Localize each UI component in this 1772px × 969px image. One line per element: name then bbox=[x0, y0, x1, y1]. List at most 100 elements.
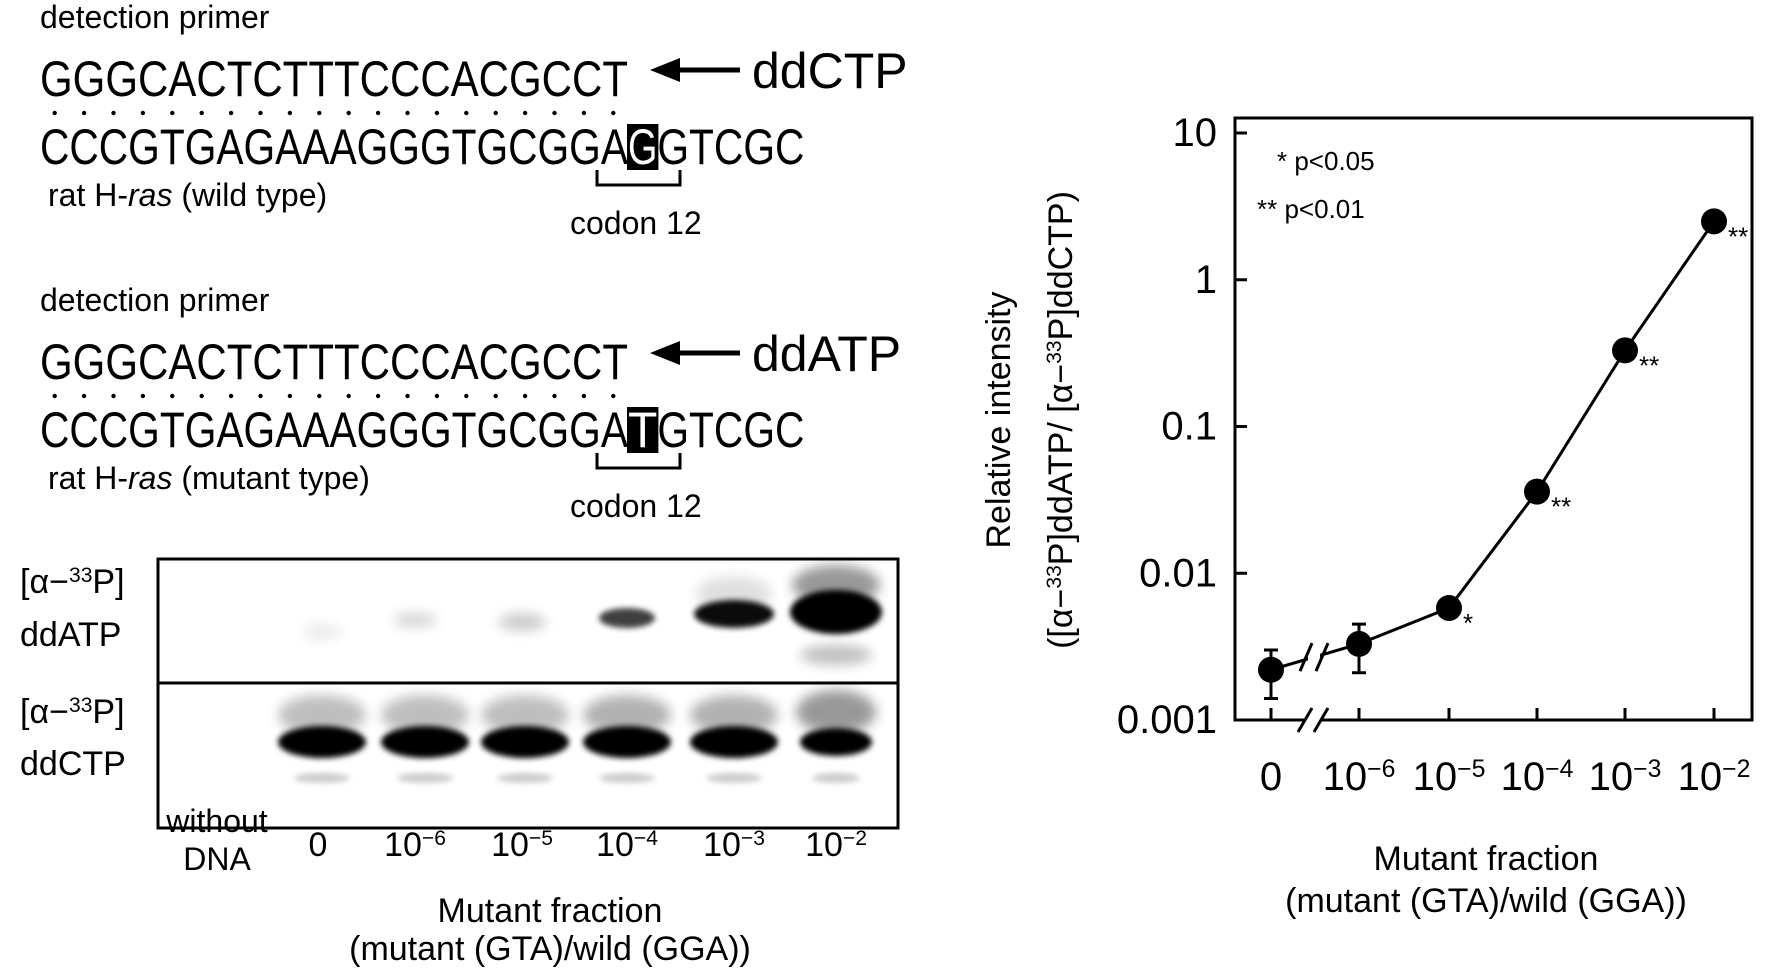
text-part: 10 bbox=[1413, 755, 1458, 799]
pairing-dot bbox=[522, 393, 528, 399]
y-tick-label: 1 bbox=[1195, 258, 1217, 302]
x-tick-label: 10−3 bbox=[1589, 755, 1662, 799]
x-tick-label: 10−4 bbox=[1501, 755, 1574, 799]
text-part: (mutant type) bbox=[172, 460, 369, 496]
x-tick-label: 0 bbox=[1260, 755, 1282, 799]
pairing-dot bbox=[258, 393, 263, 399]
annotation: * p<0.05 bbox=[1277, 146, 1375, 176]
x-tick-label: 10−5 bbox=[1413, 755, 1486, 799]
gel-frame bbox=[156, 557, 900, 830]
template-sequence: CCCGTGAGAAAGGGTGCGGA bbox=[40, 402, 629, 458]
band-haze bbox=[800, 645, 872, 665]
primer-sequence: GGGCACTCTTTCCCACGCCT bbox=[40, 334, 628, 390]
x-axis-label: (mutant (GTA)/wild (GGA)) bbox=[1285, 882, 1687, 920]
pairing-dot bbox=[140, 110, 146, 116]
pairing-dot bbox=[581, 110, 587, 116]
superscript: −3 bbox=[741, 827, 765, 850]
band bbox=[498, 613, 546, 631]
primer-label: detection primer bbox=[40, 0, 270, 35]
pairing-dot bbox=[522, 110, 528, 116]
gene-label: rat H-ras (wild type) bbox=[48, 177, 327, 213]
axis-break bbox=[1296, 707, 1314, 733]
significance-label: ** bbox=[1728, 221, 1748, 251]
pairing-dot bbox=[434, 393, 440, 399]
text-part: 10 bbox=[491, 826, 529, 864]
template-sequence: CCCGTGAGAAAGGGTGCGGA bbox=[40, 119, 629, 175]
pairing-dot bbox=[493, 110, 498, 116]
arrow-head bbox=[650, 341, 680, 365]
pairing-dot bbox=[611, 110, 616, 116]
text-part: 10 bbox=[596, 826, 634, 864]
text-part: 10 bbox=[1589, 755, 1634, 799]
text-part: ([α− bbox=[1042, 589, 1080, 649]
data-point bbox=[1346, 630, 1372, 657]
band bbox=[393, 612, 437, 628]
superscript: 33 bbox=[1043, 340, 1066, 363]
superscript: −2 bbox=[843, 827, 867, 850]
gel-xlabel: Mutant fraction bbox=[438, 892, 663, 930]
pairing-dot bbox=[52, 393, 57, 399]
pairing-dot bbox=[581, 393, 587, 399]
pairing-dot bbox=[464, 393, 469, 399]
pairing-dot bbox=[111, 110, 116, 116]
superscript: −4 bbox=[634, 827, 658, 850]
significance-label: ** bbox=[1639, 350, 1659, 380]
highlight-base: T bbox=[628, 402, 657, 458]
x-axis-label: Mutant fraction bbox=[1374, 840, 1599, 878]
gel-lane-label: 0 bbox=[309, 826, 328, 864]
pairing-dot bbox=[199, 110, 204, 116]
y-tick-label: 0.1 bbox=[1161, 405, 1217, 449]
codon-label: codon 12 bbox=[570, 488, 702, 524]
no-dna-label: DNA bbox=[183, 841, 251, 877]
significance-label: ** bbox=[1551, 492, 1571, 522]
pairing-dot bbox=[375, 393, 381, 399]
gel-row-nucleotide: ddCTP bbox=[20, 745, 126, 783]
text-part: [α− bbox=[20, 563, 69, 601]
codon-bracket bbox=[595, 453, 682, 470]
text-part: P] bbox=[92, 693, 124, 731]
text-part: 10 bbox=[805, 826, 843, 864]
gel-row-label: [α−33P] bbox=[20, 693, 125, 731]
codon-bracket bbox=[595, 170, 682, 187]
text-part: 10 bbox=[384, 826, 422, 864]
gene-label: rat H-ras (mutant type) bbox=[48, 460, 370, 496]
pairing-dot bbox=[170, 393, 175, 399]
text-part: 10 bbox=[1501, 755, 1546, 799]
pairing-dot bbox=[317, 110, 322, 116]
pairing-dot bbox=[52, 110, 57, 116]
pairing-dot bbox=[434, 110, 440, 116]
pairing-dot bbox=[170, 110, 175, 116]
pairing-dot bbox=[111, 393, 116, 399]
band-haze bbox=[696, 576, 772, 612]
pairing-dot bbox=[228, 393, 234, 399]
highlight-box bbox=[627, 124, 659, 170]
line-break bbox=[1314, 642, 1330, 672]
data-line bbox=[1270, 220, 1716, 672]
pairing-dot bbox=[228, 110, 234, 116]
significance-label: * bbox=[1463, 608, 1473, 638]
line-break bbox=[1298, 642, 1314, 672]
superscript: −6 bbox=[1367, 756, 1395, 783]
pairing-dot bbox=[464, 110, 469, 116]
text-part: P]ddATP/ [α− bbox=[1042, 364, 1080, 565]
pairing-dot bbox=[258, 110, 263, 116]
pairing-dot bbox=[375, 110, 381, 116]
data-point bbox=[1436, 594, 1462, 621]
plot-frame bbox=[1233, 116, 1754, 722]
superscript: −4 bbox=[1545, 756, 1573, 783]
pairing-dot bbox=[405, 393, 410, 399]
text-part: 10 bbox=[1678, 755, 1723, 799]
band bbox=[599, 608, 655, 628]
y-axis-label: Relative intensity bbox=[980, 291, 1018, 548]
superscript: −5 bbox=[1457, 756, 1485, 783]
italic-text: ras bbox=[128, 177, 172, 213]
pairing-dot bbox=[81, 393, 87, 399]
template-sequence: GTCGC bbox=[657, 402, 804, 458]
text-part: 0 bbox=[1260, 755, 1282, 799]
x-tick-label: 10−2 bbox=[1678, 755, 1751, 799]
pairing-dot bbox=[287, 110, 293, 116]
gel-xlabel: (mutant (GTA)/wild (GGA)) bbox=[349, 930, 751, 968]
italic-text: ras bbox=[128, 460, 172, 496]
gel-row-label: [α−33P] bbox=[20, 563, 125, 601]
